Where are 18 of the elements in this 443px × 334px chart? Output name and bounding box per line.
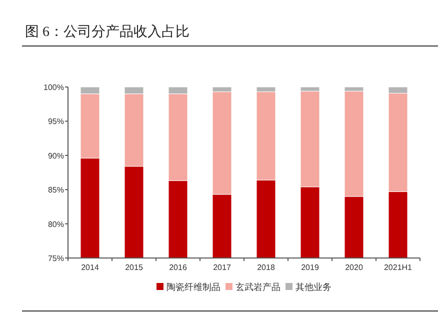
legend-label: 陶瓷纤维制品 (166, 282, 220, 292)
y-tick-label: 90% (48, 151, 64, 160)
y-tick-label: 75% (48, 254, 64, 263)
x-tick-label: 2018 (257, 263, 276, 272)
x-tick-label: 2021H1 (384, 263, 413, 272)
x-tick-label: 2015 (125, 263, 144, 272)
y-tick-label: 80% (48, 220, 64, 229)
x-tick-label: 2014 (81, 263, 100, 272)
x-tick-label: 2016 (169, 263, 188, 272)
legend-label: 玄武岩产品 (236, 282, 280, 292)
x-tick-label: 2020 (345, 263, 364, 272)
x-tick-label: 2019 (301, 263, 320, 272)
y-tick-label: 85% (48, 186, 64, 195)
y-tick-label: 95% (48, 117, 64, 126)
y-tick-label: 100% (44, 83, 64, 92)
x-tick-label: 2017 (213, 263, 232, 272)
legend-label: 其他业务 (296, 282, 332, 292)
chart-title: 图 6：公司分产品收入占比 (25, 24, 190, 40)
